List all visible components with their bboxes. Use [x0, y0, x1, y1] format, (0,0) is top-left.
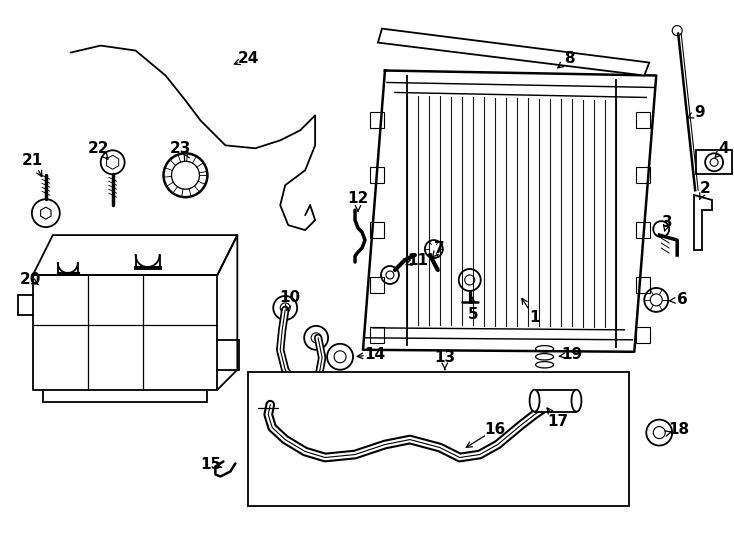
- Bar: [636, 327, 650, 343]
- Text: 23: 23: [170, 141, 191, 156]
- Bar: [636, 167, 650, 183]
- Text: 15: 15: [200, 457, 221, 472]
- Polygon shape: [694, 195, 712, 250]
- Text: 12: 12: [347, 191, 368, 206]
- Bar: [636, 222, 650, 238]
- Polygon shape: [378, 29, 650, 76]
- Bar: [534, 390, 576, 411]
- Text: 7: 7: [435, 240, 445, 255]
- Text: 18: 18: [669, 422, 690, 437]
- Text: 11: 11: [407, 253, 429, 267]
- Bar: [370, 222, 384, 238]
- Bar: [696, 150, 732, 174]
- Text: 21: 21: [22, 153, 43, 168]
- Text: 14: 14: [364, 347, 385, 362]
- Polygon shape: [40, 207, 51, 219]
- Ellipse shape: [529, 390, 539, 411]
- Text: 13: 13: [435, 350, 455, 365]
- Text: 5: 5: [468, 307, 478, 322]
- Text: 9: 9: [694, 105, 705, 120]
- Text: 3: 3: [662, 214, 672, 230]
- Text: 17: 17: [547, 414, 568, 429]
- Text: 20: 20: [20, 273, 42, 287]
- Text: 16: 16: [484, 422, 505, 437]
- Ellipse shape: [572, 390, 581, 411]
- Text: 6: 6: [677, 293, 688, 307]
- Text: 2: 2: [700, 181, 711, 195]
- Polygon shape: [106, 156, 119, 169]
- Text: 8: 8: [564, 51, 575, 66]
- Bar: [370, 167, 384, 183]
- Bar: [636, 112, 650, 129]
- Bar: [370, 327, 384, 343]
- Bar: [370, 112, 384, 129]
- Text: 24: 24: [238, 51, 259, 66]
- Bar: [248, 372, 629, 507]
- Text: 10: 10: [280, 291, 301, 306]
- Text: 4: 4: [719, 141, 730, 156]
- Bar: [370, 277, 384, 293]
- Text: 1: 1: [529, 310, 539, 326]
- Text: 19: 19: [561, 347, 582, 362]
- Text: 22: 22: [88, 141, 109, 156]
- Bar: [636, 277, 650, 293]
